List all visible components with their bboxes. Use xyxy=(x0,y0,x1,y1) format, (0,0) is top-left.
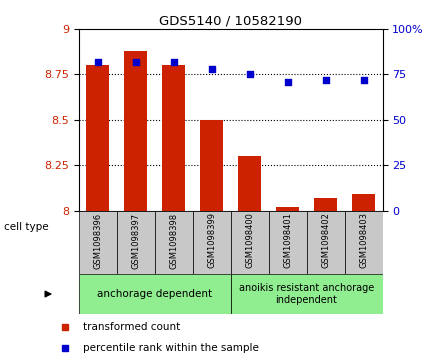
Bar xyxy=(269,211,306,274)
Bar xyxy=(200,120,223,211)
Text: GSM1098399: GSM1098399 xyxy=(207,212,216,269)
Text: transformed count: transformed count xyxy=(83,322,180,332)
Point xyxy=(170,59,177,65)
Text: GSM1098400: GSM1098400 xyxy=(245,212,254,268)
Text: anoikis resistant anchorage
independent: anoikis resistant anchorage independent xyxy=(239,283,374,305)
Bar xyxy=(230,211,269,274)
Bar xyxy=(79,211,116,274)
Bar xyxy=(314,198,337,211)
Bar xyxy=(162,65,185,211)
Text: percentile rank within the sample: percentile rank within the sample xyxy=(83,343,259,354)
Point xyxy=(132,59,139,65)
Bar xyxy=(155,211,193,274)
Text: GSM1098396: GSM1098396 xyxy=(93,212,102,269)
Bar xyxy=(116,211,155,274)
Bar xyxy=(276,207,299,211)
Bar xyxy=(79,274,230,314)
Text: GSM1098403: GSM1098403 xyxy=(359,212,368,269)
Point xyxy=(360,77,367,83)
Text: GSM1098398: GSM1098398 xyxy=(169,212,178,269)
Title: GDS5140 / 10582190: GDS5140 / 10582190 xyxy=(159,15,302,28)
Point xyxy=(284,79,291,85)
Text: GSM1098397: GSM1098397 xyxy=(131,212,140,269)
Text: GSM1098401: GSM1098401 xyxy=(283,212,292,268)
Bar xyxy=(238,156,261,211)
Bar xyxy=(86,65,109,211)
Bar xyxy=(124,51,147,211)
Point xyxy=(246,72,253,77)
Point xyxy=(208,66,215,72)
Text: cell type: cell type xyxy=(4,221,48,232)
Bar xyxy=(352,194,375,211)
Point xyxy=(322,77,329,83)
Point xyxy=(94,59,101,65)
Bar xyxy=(345,211,382,274)
Bar xyxy=(193,211,230,274)
Text: anchorage dependent: anchorage dependent xyxy=(97,289,212,299)
Bar xyxy=(230,274,382,314)
Text: GSM1098402: GSM1098402 xyxy=(321,212,330,268)
Bar xyxy=(306,211,345,274)
